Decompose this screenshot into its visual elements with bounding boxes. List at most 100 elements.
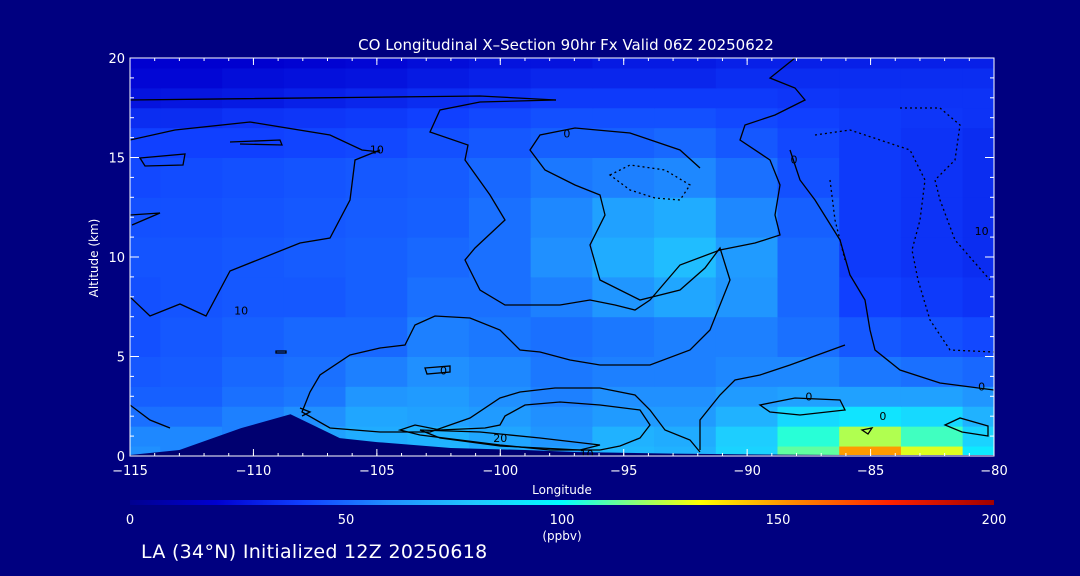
heatmap-cell [654,127,717,158]
heatmap-cell [962,127,994,158]
contour-labels: 10 10 0 0 10 0 0 0 0 20 10 [234,128,989,456]
colorbar-tick-label: 200 [982,513,1007,528]
heatmap-cell [962,67,994,89]
chart-title: CO Longitudinal X–Section 90hr Fx Valid … [358,36,774,54]
heatmap-cell [160,276,224,318]
heatmap-cell [592,316,656,357]
plot-area: 10 10 0 0 10 0 0 0 0 20 10 [130,58,994,456]
heatmap-cell [839,67,902,89]
heatmap-cell [839,87,902,109]
heatmap-cell [839,385,902,407]
heatmap-cell [900,236,964,278]
contour-line [138,153,186,167]
heatmap-cell [283,127,347,158]
heatmap-cell [283,276,347,318]
heatmap-cell [407,87,470,109]
heatmap-cell [592,385,656,407]
y-axis-label: Altitude (km) [87,219,101,298]
y-tick-label: 20 [108,52,125,67]
heatmap-cell [777,67,841,89]
contour-line [299,407,312,417]
contour-label: 10 [370,144,384,157]
contour-line [229,139,283,146]
heatmap-cell [777,276,841,318]
heatmap-cell [715,127,779,158]
y-axis-ticks: 0 5 10 15 20 [108,52,994,465]
heatmap-cell [345,316,409,357]
heatmap-cell [345,385,409,407]
heatmap-cell [715,316,779,357]
heatmap-cell [654,236,717,278]
heatmap-cell [839,356,902,387]
contour-label: 10 [975,225,989,238]
contour-label: 20 [493,432,507,445]
heatmap-cell [530,405,594,427]
heatmap-cell [715,356,779,387]
heatmap-cell [468,316,532,357]
colorbar-tick-label: 0 [126,513,134,528]
heatmap-cell [283,67,347,89]
colorbar-unit: (ppbv) [542,529,581,543]
contour-line-dashed [814,129,994,353]
heatmap-cell [407,385,470,407]
terrain-silhouette [130,414,994,456]
heatmap-cell [654,425,717,447]
heatmap-cell [654,87,717,109]
contour-line [130,212,161,226]
heatmap-cell [592,236,656,278]
contour-line [429,58,807,311]
heatmap-cell [777,356,841,387]
x-axis-label: Longitude [532,483,592,497]
heatmap-cell [962,107,994,129]
heatmap-cell [160,236,224,278]
heatmap-cell [715,87,779,109]
heatmap-cell [962,58,994,69]
heatmap-cell [160,196,224,238]
heatmap-cell [962,157,994,198]
heatmap-cell [130,385,162,407]
contour-line [301,127,731,453]
heatmap-cell [900,276,964,318]
heatmap-cell [222,236,285,278]
heatmap-cell [160,356,224,387]
contour-line-dashed [608,164,691,201]
heatmap-cell [345,356,409,387]
heatmap-cell [222,127,285,158]
contour-line [943,417,989,437]
heatmap-cell [900,58,964,69]
heatmap-cell [160,107,224,129]
contour-line-dashed [900,107,991,281]
contour-label: 10 [234,305,248,318]
heatmap-cell [962,445,994,456]
heatmap-cell [407,356,470,387]
colorbar [130,500,994,505]
heatmap-cell [530,385,594,407]
heatmap-cell [283,107,347,129]
contour-label: 0 [791,153,798,166]
heatmap-cell [654,356,717,387]
heatmap-cell [530,107,594,129]
heatmap-cell [345,276,409,318]
x-tick-label: −85 [857,464,884,479]
initialization-footer: LA (34°N) Initialized 12Z 20250618 [141,541,488,563]
heatmap-cell [777,236,841,278]
heatmap-cell [777,445,841,456]
heatmap-cell [654,196,717,238]
contour-line [130,95,557,101]
heatmap-cell [468,356,532,387]
heatmap-cell [530,67,594,89]
heatmap-cell [468,157,532,198]
heatmap-cell [530,316,594,357]
heatmap-cell [345,127,409,158]
heatmap-cell [715,425,779,447]
heatmap-cell [592,157,656,198]
heatmap-cell [222,196,285,238]
heatmap-cell [407,67,470,89]
heatmap-cell [468,87,532,109]
heatmap-cell [222,87,285,109]
heatmap-cell [654,276,717,318]
heatmap-cell [900,405,964,427]
heatmap-cell [962,385,994,407]
heatmap-cell [530,425,594,447]
